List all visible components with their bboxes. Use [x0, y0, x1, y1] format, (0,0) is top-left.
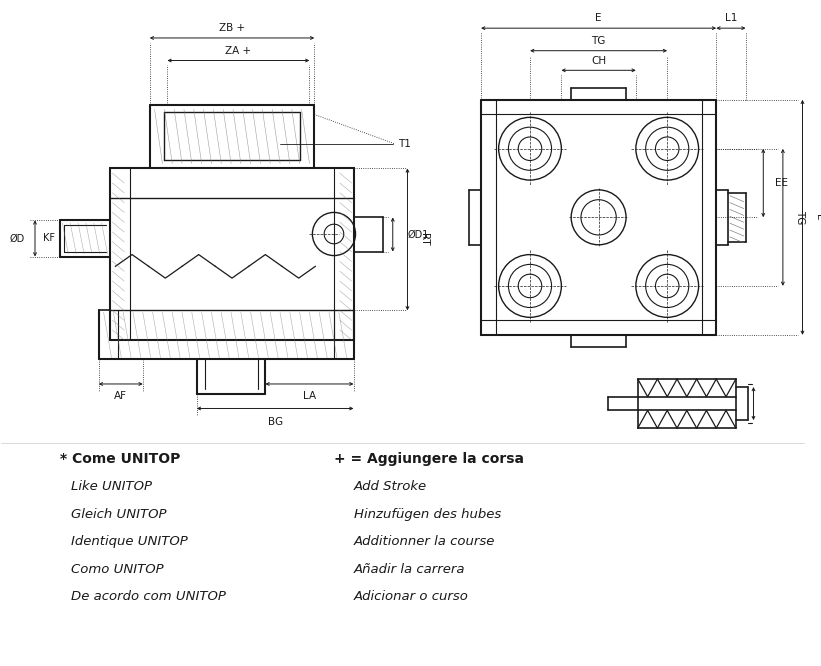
Text: E: E — [814, 214, 821, 220]
Text: De acordo com UNITOP: De acordo com UNITOP — [71, 590, 226, 603]
Text: Añadir la carrera: Añadir la carrera — [354, 563, 465, 575]
Text: BG: BG — [268, 417, 282, 427]
Text: Hinzufügen des hubes: Hinzufügen des hubes — [354, 508, 501, 521]
Text: Add Stroke: Add Stroke — [354, 480, 427, 494]
Text: AF: AF — [114, 391, 127, 401]
Text: LA: LA — [303, 391, 316, 401]
Text: EE: EE — [775, 178, 788, 188]
Text: Identique UNITOP: Identique UNITOP — [71, 535, 188, 548]
Text: Additionner la course: Additionner la course — [354, 535, 495, 548]
Text: L1: L1 — [725, 13, 737, 23]
Text: * Come UNITOP: * Come UNITOP — [59, 452, 180, 466]
Text: Adicionar o curso: Adicionar o curso — [354, 590, 469, 603]
Text: + = Aggiungere la corsa: + = Aggiungere la corsa — [334, 452, 524, 466]
Text: ØD1: ØD1 — [407, 230, 429, 240]
Text: ZA +: ZA + — [225, 46, 251, 56]
Text: Gleich UNITOP: Gleich UNITOP — [71, 508, 167, 521]
Text: T1: T1 — [397, 139, 410, 149]
Text: ZB +: ZB + — [219, 23, 245, 33]
Text: RT: RT — [420, 233, 429, 246]
Text: E: E — [595, 13, 602, 23]
Text: Como UNITOP: Como UNITOP — [71, 563, 164, 575]
Text: ØD: ØD — [10, 233, 25, 243]
Text: TG: TG — [591, 36, 606, 46]
Text: CH: CH — [591, 55, 606, 65]
Text: Like UNITOP: Like UNITOP — [71, 480, 152, 494]
Text: TG: TG — [795, 210, 805, 224]
Text: KF: KF — [43, 233, 55, 243]
